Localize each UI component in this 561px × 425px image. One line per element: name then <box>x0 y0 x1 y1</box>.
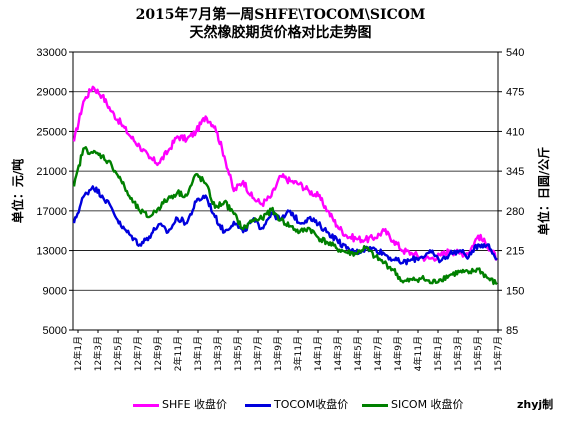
y-left-tick-label: 29000 <box>36 87 67 99</box>
chart-subtitle: 天然橡胶期货价格对比走势图 <box>189 25 372 41</box>
y-right-tick-label: 410 <box>506 126 524 138</box>
y-left-tick-label: 21000 <box>36 166 67 178</box>
y-left-tick-label: 25000 <box>36 126 67 138</box>
x-tick-label: 14年3月 <box>332 336 344 371</box>
x-tick-label: 14年5月 <box>352 336 364 371</box>
y-left-tick-label: 13000 <box>36 246 67 258</box>
y-right-tick-label: 150 <box>506 285 524 297</box>
chart-title: 2015年7月第一周SHFE\TOCOM\SICOM <box>135 7 426 23</box>
x-tick-label: 15年1月 <box>432 336 444 371</box>
y-left-tick-label: 5000 <box>43 325 67 337</box>
y-left-tick-label: 17000 <box>36 206 67 218</box>
legend-swatch-shfe <box>133 403 159 407</box>
x-tick-label: 12年9月 <box>152 336 164 371</box>
legend-swatch-sicom <box>362 403 388 407</box>
y-left-tick-label: 33000 <box>36 47 67 59</box>
credit-label: zhyj制 <box>517 398 554 411</box>
y-right-tick-label: 475 <box>506 87 524 99</box>
x-tick-label: 13年9月 <box>272 336 284 371</box>
y-left-axis-title: 单位：元/吨 <box>10 159 25 223</box>
x-tick-label: 12年5月 <box>112 336 124 371</box>
series-line-tocom <box>72 185 498 266</box>
y-right-tick-label: 280 <box>506 206 524 218</box>
x-tick-label: 12年7月 <box>132 336 144 371</box>
legend-item-shfe: SHFE 收盘价 <box>133 396 227 414</box>
legend-label-sicom: SICOM 收盘价 <box>391 398 464 411</box>
x-tick-label: 15年3月 <box>452 336 464 371</box>
y-right-axis-title: 单位：日圆/公斤 <box>536 147 551 235</box>
x-tick-label: 12年1月 <box>72 336 84 371</box>
y-left-tick-label: 9000 <box>43 285 67 297</box>
x-tick-label: 13年7月 <box>252 336 264 371</box>
x-tick-label: 14年1月 <box>312 336 324 371</box>
x-tick-label: 4年11月 <box>412 336 424 371</box>
legend-label-shfe: SHFE 收盘价 <box>162 398 228 411</box>
x-tick-label: 15年5月 <box>472 336 484 371</box>
y-right-tick-label: 540 <box>506 47 524 59</box>
x-tick-label: 12年3月 <box>92 336 104 371</box>
x-tick-label: 2年11月 <box>172 336 184 371</box>
series-line-sicom <box>72 146 498 286</box>
x-tick-label: 14年9月 <box>392 336 404 371</box>
y-right-tick-label: 85 <box>506 325 518 337</box>
x-tick-label: 15年7月 <box>492 336 504 371</box>
legend-item-tocom: TOCOM收盘价 <box>245 396 348 414</box>
x-tick-label: 3年11月 <box>292 336 304 371</box>
plot-area <box>72 51 499 331</box>
x-tick-label: 13年1月 <box>192 336 204 371</box>
y-right-tick-label: 215 <box>506 246 524 258</box>
legend-swatch-tocom <box>245 403 271 407</box>
legend-item-sicom: SICOM 收盘价 <box>362 396 464 414</box>
y-right-tick-label: 345 <box>506 166 524 178</box>
x-tick-label: 13年3月 <box>212 336 224 371</box>
legend-label-tocom: TOCOM收盘价 <box>274 398 349 411</box>
x-tick-label: 13年5月 <box>232 336 244 371</box>
x-tick-label: 14年7月 <box>372 336 384 371</box>
